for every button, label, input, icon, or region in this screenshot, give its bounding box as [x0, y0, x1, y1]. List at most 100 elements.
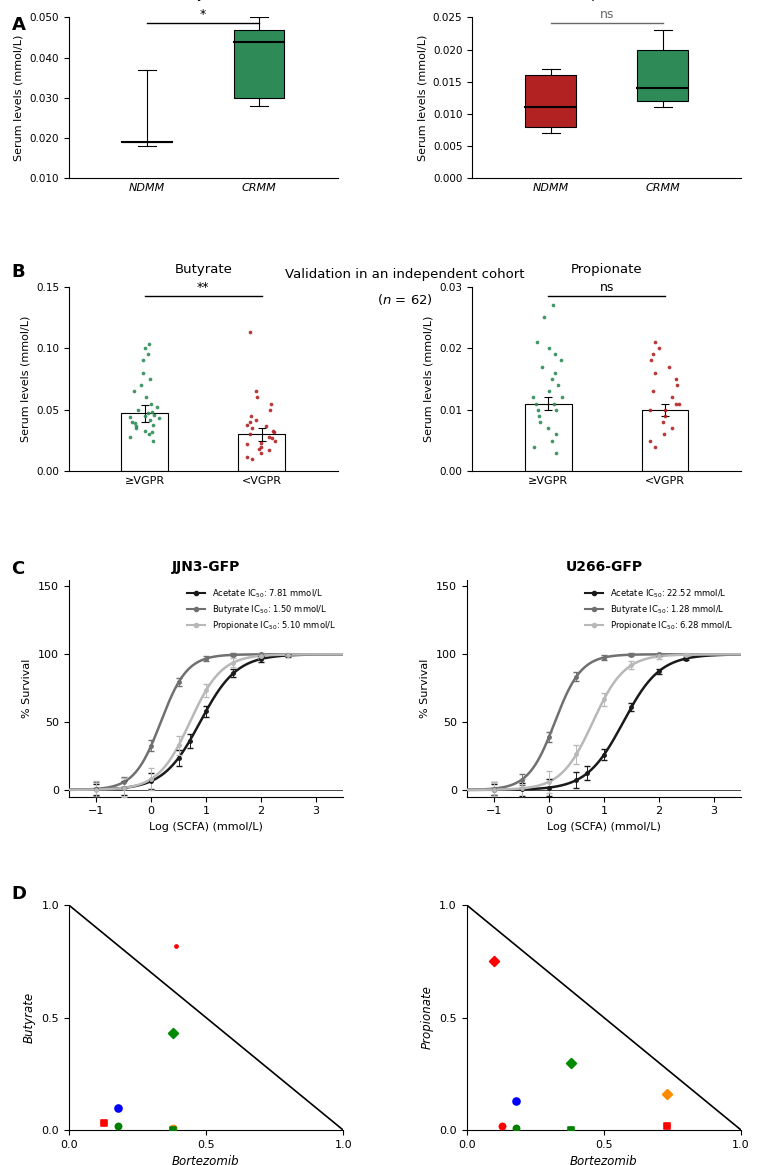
Title: U266-GFP: U266-GFP [565, 560, 643, 574]
Point [670, 369, 682, 388]
Point [565, 1082, 577, 1101]
Title: Butyrate: Butyrate [174, 262, 232, 276]
Point [128, 414, 141, 432]
Point [497, 1116, 509, 1135]
Point [142, 404, 154, 423]
Point [542, 419, 554, 438]
Point [132, 401, 144, 419]
Point [644, 431, 656, 450]
Point [658, 425, 670, 444]
Point [527, 388, 539, 407]
Point [653, 339, 665, 358]
Text: Validation in an independent cohort: Validation in an independent cohort [285, 268, 525, 281]
Point [131, 419, 143, 438]
Title: JJN3-GFP: JJN3-GFP [172, 560, 240, 574]
Bar [526, 76, 576, 127]
Point [533, 407, 545, 425]
Point [263, 1072, 275, 1090]
Point [241, 435, 253, 453]
Point [536, 358, 548, 376]
Point [565, 1099, 577, 1117]
Bar [234, 29, 284, 98]
Point [140, 388, 152, 407]
Point [542, 382, 555, 401]
X-axis label: Log (SCFA) (mmol/L): Log (SCFA) (mmol/L) [149, 822, 263, 832]
Y-axis label: Serum levels (mmol/L): Serum levels (mmol/L) [424, 316, 434, 443]
Point [126, 412, 138, 431]
Point [663, 358, 675, 376]
Point [649, 437, 662, 456]
Point [139, 339, 151, 358]
Point [510, 1092, 522, 1110]
Point [167, 1118, 179, 1137]
Point [661, 1116, 673, 1135]
Point [115, 1067, 127, 1086]
Point [543, 339, 555, 358]
Y-axis label: Serum levels (mmol/L): Serum levels (mmol/L) [21, 316, 31, 443]
Point [145, 403, 157, 422]
X-axis label: Bortezomib: Bortezomib [570, 1156, 638, 1165]
Point [167, 1072, 179, 1090]
Point [666, 388, 678, 407]
Point [532, 401, 544, 419]
Point [547, 296, 559, 315]
Point [669, 394, 681, 412]
Point [167, 1121, 179, 1139]
Point [112, 1099, 125, 1117]
Y-axis label: Serum levels (mmol/L): Serum levels (mmol/L) [417, 35, 427, 161]
Point [167, 1024, 179, 1043]
Point [250, 410, 262, 429]
Point [167, 1094, 179, 1113]
Point [151, 398, 163, 417]
Y-axis label: % Survival: % Survival [22, 658, 33, 718]
Point [124, 428, 136, 446]
Text: C: C [11, 560, 24, 578]
Point [659, 401, 671, 419]
Point [255, 437, 267, 456]
Point [251, 388, 263, 407]
Point [99, 1114, 111, 1132]
Title: Propionate: Propionate [571, 262, 643, 276]
Point [565, 1121, 577, 1139]
Y-axis label: Serum levels (mmol/L): Serum levels (mmol/L) [14, 35, 24, 161]
Point [661, 1092, 673, 1110]
Point [549, 363, 561, 382]
Point [112, 1116, 125, 1135]
Legend: Acetate IC$_{50}$: 7.81 mmol/L, Butyrate IC$_{50}$: 1.50 mmol/L, Propionate IC$_: Acetate IC$_{50}$: 7.81 mmol/L, Butyrate… [183, 584, 339, 636]
Point [555, 351, 567, 369]
Point [671, 376, 683, 395]
Point [649, 333, 661, 352]
Text: ns: ns [600, 8, 613, 21]
Point [137, 363, 149, 382]
Text: *: * [200, 8, 206, 21]
Point [253, 440, 265, 459]
Point [115, 1022, 127, 1040]
Point [546, 431, 558, 450]
Point [549, 345, 561, 363]
X-axis label: Log (SCFA) (mmol/L): Log (SCFA) (mmol/L) [547, 822, 661, 832]
Point [556, 388, 568, 407]
Point [263, 428, 275, 446]
Point [153, 409, 165, 428]
Point [144, 369, 156, 388]
Point [647, 345, 659, 363]
Text: ($\it{n}$ = 62): ($\it{n}$ = 62) [377, 292, 433, 308]
Y-axis label: Propionate: Propionate [421, 986, 434, 1050]
Point [513, 1075, 525, 1094]
Point [267, 422, 279, 440]
Bar [525, 403, 571, 472]
Point [170, 937, 182, 955]
Point [488, 952, 500, 970]
X-axis label: Bortezomib: Bortezomib [172, 1156, 240, 1165]
Point [134, 376, 147, 395]
Point [263, 1116, 275, 1135]
Point [263, 1121, 275, 1139]
Point [545, 369, 558, 388]
Point [550, 444, 562, 463]
Legend: Acetate IC$_{50}$: 22.52 mmol/L, Butyrate IC$_{50}$: 1.28 mmol/L, Propionate IC$: Acetate IC$_{50}$: 22.52 mmol/L, Butyrat… [581, 584, 737, 636]
Bar [238, 435, 285, 472]
Point [142, 345, 154, 363]
Point [656, 412, 668, 431]
Point [244, 412, 256, 431]
Text: **: ** [197, 281, 209, 294]
